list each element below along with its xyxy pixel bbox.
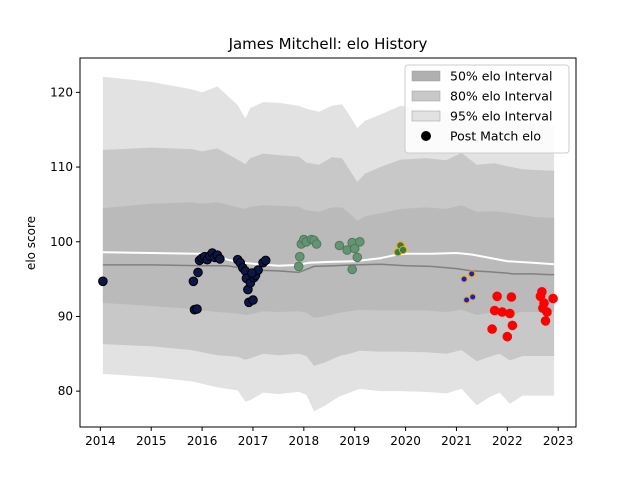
data-point — [347, 264, 358, 275]
legend-swatch — [411, 70, 441, 82]
x-tick-label: 2020 — [390, 434, 421, 448]
data-point — [98, 276, 108, 287]
data-point — [293, 261, 304, 272]
data-point — [342, 245, 352, 255]
y-axis-label: elo score — [24, 216, 38, 270]
band-50pct — [102, 202, 555, 318]
x-tick-label: 2018 — [289, 434, 320, 448]
legend-label: 95% elo Interval — [450, 109, 552, 124]
data-point — [398, 245, 408, 255]
data-point — [497, 307, 508, 317]
x-tick-label: 2023 — [543, 434, 574, 448]
y-axis: 80 90 100 110 120 — [50, 85, 80, 398]
x-tick-label: 2015 — [136, 434, 167, 448]
data-point — [215, 254, 225, 264]
data-point — [355, 237, 365, 247]
data-point — [539, 298, 549, 308]
data-point — [537, 287, 547, 297]
data-point — [463, 296, 471, 304]
data-point — [507, 320, 518, 331]
y-tick-label: 90 — [58, 309, 73, 323]
data-point — [193, 267, 203, 278]
legend: 50% elo Interval 80% elo Interval 95% elo … — [404, 64, 570, 154]
data-point — [469, 293, 477, 301]
data-point — [247, 268, 257, 278]
x-tick-label: 2017 — [238, 434, 269, 448]
data-point — [334, 240, 345, 251]
legend-label: Post Match elo — [450, 129, 541, 144]
x-tick-label: 2022 — [492, 434, 523, 448]
legend-swatch — [411, 90, 441, 102]
data-point — [295, 251, 305, 262]
data-point — [506, 292, 517, 302]
data-point — [460, 275, 468, 283]
data-point — [489, 305, 500, 316]
y-tick-label: 120 — [50, 85, 73, 99]
data-point — [540, 316, 551, 326]
data-point — [505, 308, 515, 319]
data-point — [349, 243, 360, 254]
x-tick-label: 2019 — [339, 434, 370, 448]
data-point — [192, 304, 202, 314]
y-tick-label: 80 — [58, 384, 73, 398]
data-point — [260, 255, 271, 266]
interval-bands — [102, 76, 555, 412]
data-points — [98, 234, 558, 342]
legend-marker — [421, 131, 431, 141]
chart-title: James Mitchell: elo History — [228, 35, 428, 53]
data-point — [548, 293, 558, 304]
trend-line-1 — [102, 263, 555, 276]
legend-box — [404, 64, 570, 154]
x-axis: 2014 2015 2016 2017 2018 2019 2020 2021 2022 2023 — [85, 427, 573, 448]
data-point — [492, 291, 502, 302]
data-point — [248, 295, 258, 305]
data-point — [352, 252, 363, 263]
legend-label: 80% elo Interval — [450, 89, 552, 104]
x-tick-label: 2016 — [187, 434, 218, 448]
data-point — [188, 276, 199, 287]
data-point — [542, 307, 552, 317]
data-point — [468, 270, 476, 278]
x-tick-label: 2021 — [441, 434, 472, 448]
plot-frame — [79, 57, 577, 428]
y-tick-label: 110 — [50, 160, 73, 174]
y-tick-label: 100 — [50, 235, 73, 249]
data-point — [487, 324, 497, 334]
legend-swatch — [411, 110, 441, 122]
x-tick-label: 2014 — [85, 434, 116, 448]
data-point — [502, 331, 513, 342]
data-point — [311, 239, 322, 249]
legend-label: 50% elo Interval — [450, 69, 552, 84]
